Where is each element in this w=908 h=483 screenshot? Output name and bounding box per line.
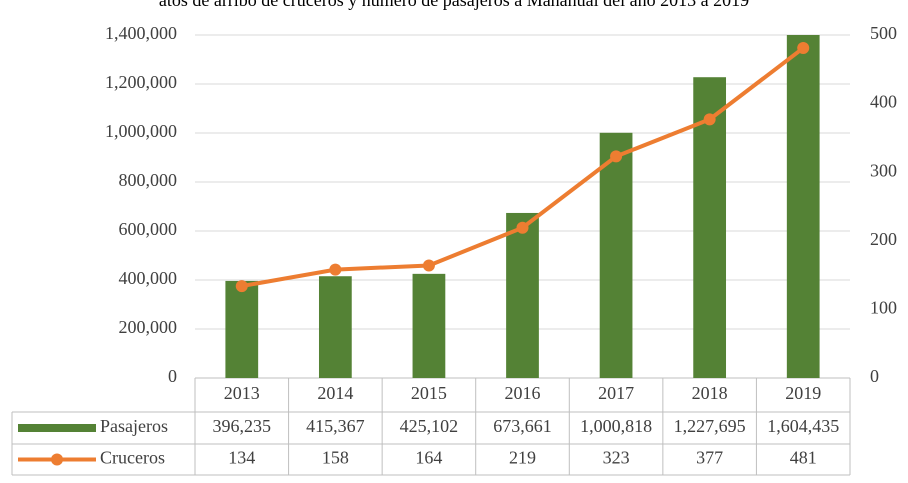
table-value: 323 <box>603 448 630 468</box>
y-tick-label: 1,400,000 <box>105 23 177 43</box>
x-tick-label: 2016 <box>505 383 541 403</box>
table-value: 1,604,435 <box>767 416 839 436</box>
bar <box>412 273 446 378</box>
legend-label: Pasajeros <box>100 416 168 436</box>
y2-tick-label: 500 <box>870 23 897 43</box>
marker <box>235 280 248 293</box>
legend-key <box>51 453 63 466</box>
y-tick-label: 600,000 <box>119 219 178 239</box>
table-value: 158 <box>322 448 349 468</box>
y-tick-label: 200,000 <box>119 317 178 337</box>
y-tick-label: 400,000 <box>119 268 178 288</box>
marker <box>610 150 623 163</box>
y-tick-label: 0 <box>168 366 177 386</box>
table-value: 673,661 <box>493 416 552 436</box>
table-value: 1,227,695 <box>674 416 746 436</box>
table-value: 377 <box>696 448 723 468</box>
table-value: 164 <box>415 448 442 468</box>
bar <box>225 280 259 378</box>
legend-key <box>18 424 96 432</box>
y2-tick-label: 200 <box>870 229 897 249</box>
x-tick-label: 2017 <box>598 383 634 403</box>
x-tick-label: 2013 <box>224 383 260 403</box>
table-value: 415,367 <box>306 416 365 436</box>
y2-tick-label: 100 <box>870 298 897 318</box>
table-value: 219 <box>509 448 536 468</box>
y2-tick-label: 0 <box>870 366 879 386</box>
y-tick-label: 1,200,000 <box>105 72 177 92</box>
y-tick-label: 800,000 <box>119 170 178 190</box>
bar <box>318 276 352 378</box>
bar <box>786 35 820 378</box>
x-tick-label: 2015 <box>411 383 447 403</box>
table-value: 481 <box>790 448 817 468</box>
table-value: 425,102 <box>400 416 459 436</box>
marker <box>516 221 529 234</box>
y2-tick-label: 400 <box>870 92 897 112</box>
legend-label: Cruceros <box>100 448 165 468</box>
table-value: 396,235 <box>213 416 272 436</box>
marker <box>422 259 435 272</box>
x-tick-label: 2019 <box>785 383 821 403</box>
marker <box>329 263 342 276</box>
bar <box>599 132 633 378</box>
marker <box>703 113 716 126</box>
x-tick-label: 2018 <box>692 383 728 403</box>
table-value: 1,000,818 <box>580 416 652 436</box>
y2-tick-label: 300 <box>870 160 897 180</box>
y-tick-label: 1,000,000 <box>105 121 177 141</box>
bar <box>693 77 727 378</box>
table-value: 134 <box>228 448 255 468</box>
x-tick-label: 2014 <box>317 383 353 403</box>
marker <box>797 42 810 55</box>
chart-title: atos de arribo de cruceros y número de p… <box>159 0 749 10</box>
bar <box>506 212 539 378</box>
